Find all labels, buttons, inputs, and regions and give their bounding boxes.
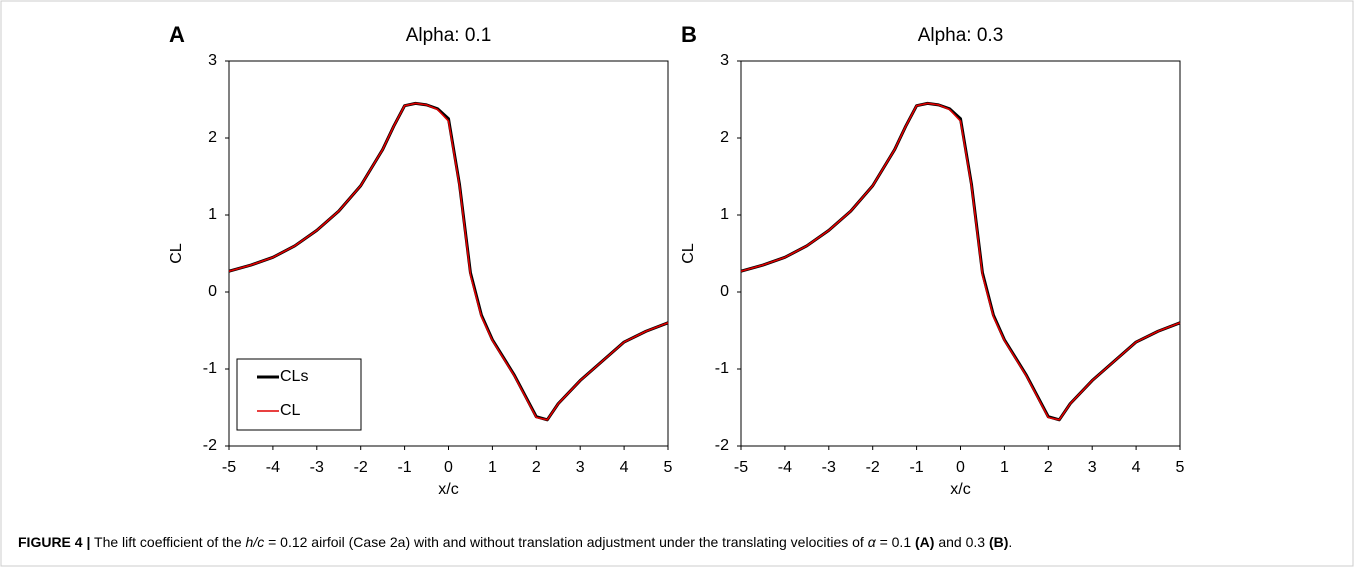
panel-label: A [169, 22, 185, 47]
x-axis-label: x/c [438, 481, 458, 498]
x-tick-label: 4 [620, 459, 629, 476]
panel-label: B [681, 22, 697, 47]
caption-part: = 0.1 [876, 534, 915, 550]
y-tick-label: 1 [208, 206, 217, 223]
x-tick-label: -3 [822, 459, 836, 476]
x-tick-label: -2 [866, 459, 880, 476]
x-tick-label: 2 [1044, 459, 1053, 476]
x-axis-label: x/c [950, 481, 970, 498]
x-tick-label: -4 [266, 459, 280, 476]
y-tick-label: -2 [715, 437, 729, 454]
caption-part: = 0.12 airfoil (Case 2a) with and withou… [264, 534, 868, 550]
y-tick-label: 2 [208, 129, 217, 146]
caption: FIGURE 4 | The lift coefficient of the h… [18, 534, 1012, 550]
caption-part: (B) [989, 534, 1008, 550]
line-series [740, 101, 1181, 422]
x-tick-label: 4 [1132, 459, 1141, 476]
y-tick-label: 3 [720, 52, 729, 69]
chart-title: Alpha: 0.1 [406, 25, 492, 46]
x-tick-label: 2 [532, 459, 541, 476]
caption-part: α [868, 534, 877, 550]
x-tick-label: -1 [397, 459, 411, 476]
caption-part: and 0.3 [934, 534, 989, 550]
x-tick-label: 3 [576, 459, 585, 476]
caption-part: The lift coefficient of the [90, 534, 245, 550]
y-axis-label: CL [680, 243, 697, 264]
x-tick-label: -4 [778, 459, 792, 476]
y-axis-label: CL [168, 243, 185, 264]
x-tick-label: 3 [1088, 459, 1097, 476]
caption-part: FIGURE 4 | [18, 534, 90, 550]
y-tick-label: -1 [715, 360, 729, 377]
y-tick-label: -1 [203, 360, 217, 377]
x-tick-label: -1 [909, 459, 923, 476]
y-tick-label: -2 [203, 437, 217, 454]
line-series [228, 102, 669, 421]
caption-part: h/c [246, 534, 265, 550]
chart-title: Alpha: 0.3 [918, 25, 1004, 46]
y-tick-label: 3 [208, 52, 217, 69]
legend-label: CL [280, 402, 301, 419]
x-tick-label: 1 [1000, 459, 1009, 476]
y-tick-label: 0 [208, 283, 217, 300]
x-tick-label: 5 [1176, 459, 1185, 476]
line-series [740, 102, 1181, 421]
legend-label: CLs [280, 368, 308, 385]
x-tick-label: -3 [310, 459, 324, 476]
y-tick-label: 1 [720, 206, 729, 223]
caption-part: . [1008, 534, 1012, 550]
x-tick-label: 0 [956, 459, 965, 476]
x-tick-label: -5 [222, 459, 236, 476]
y-tick-label: 2 [720, 129, 729, 146]
y-tick-label: 0 [720, 283, 729, 300]
caption-part: (A) [915, 534, 934, 550]
x-tick-label: -2 [354, 459, 368, 476]
x-tick-label: 1 [488, 459, 497, 476]
x-tick-label: -5 [734, 459, 748, 476]
legend-box [236, 358, 362, 431]
x-tick-label: 0 [444, 459, 453, 476]
x-tick-label: 5 [664, 459, 673, 476]
